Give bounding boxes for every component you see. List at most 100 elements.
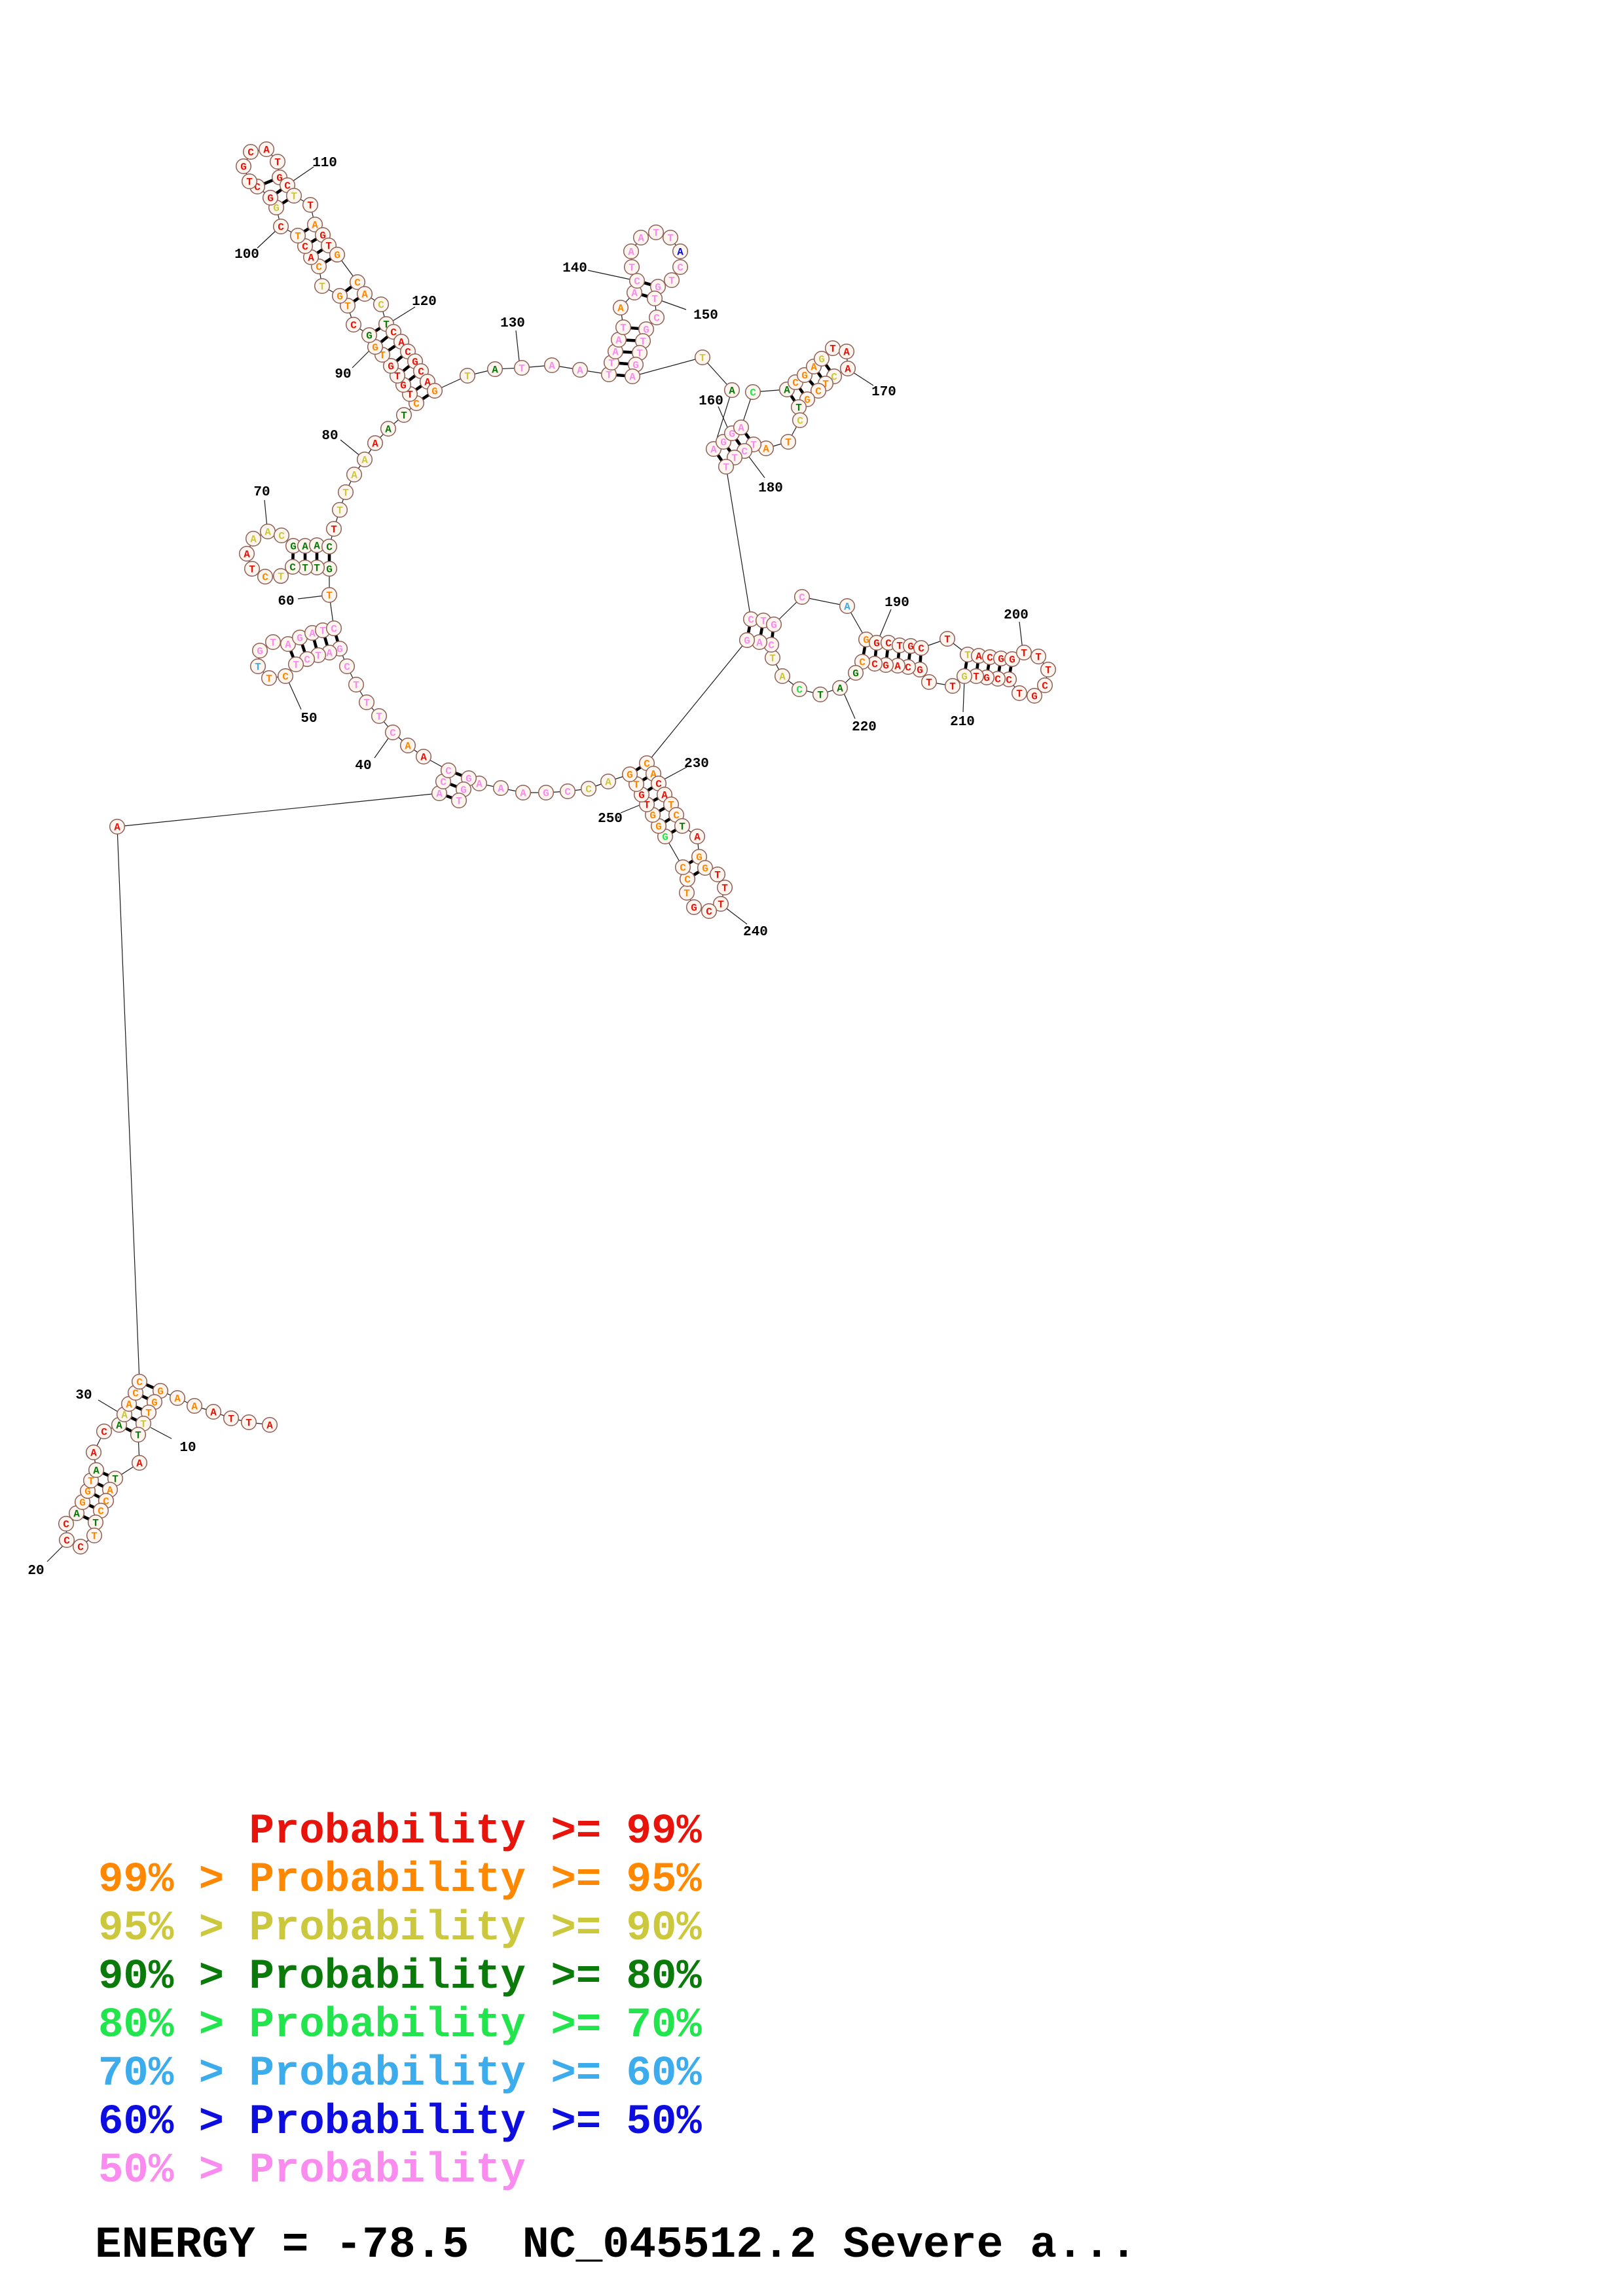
nucleotide-letter: T [246, 177, 253, 188]
nucleotide-circle [399, 737, 416, 754]
nucleotide-letter: A [136, 1458, 143, 1470]
nucleotide-245-C: C [679, 870, 696, 888]
nucleotide-letter: G [662, 832, 668, 844]
nucleotide-letter: C [344, 662, 350, 673]
nucleotide-letter: T [640, 336, 646, 348]
nucleotide-letter: G [337, 291, 343, 303]
nucleotide-letter: C [413, 399, 420, 410]
nucleotide-letter: T [699, 353, 706, 365]
nucleotide-circle [513, 359, 530, 376]
nucleotide-78-T: T [337, 484, 354, 501]
nucleotide-circle [262, 189, 279, 206]
nucleotide-circle [302, 196, 319, 213]
nucleotide-letter: T [383, 319, 390, 331]
nucleotide-letter: A [250, 534, 257, 546]
nucleotide-28-C: C [96, 1423, 113, 1440]
nucleotide-letter: C [634, 276, 640, 288]
nucleotide-92-C: C [345, 316, 362, 333]
nucleotide-225-T: T [764, 649, 781, 666]
nucleotide-202-T: T [1030, 648, 1047, 665]
nucleotide-letter: T [464, 371, 471, 383]
position-label-150: 150 [693, 308, 718, 323]
nucleotide-2-T: T [240, 1414, 257, 1431]
nucleotide-letter: T [684, 888, 690, 900]
label-leader [340, 439, 362, 457]
nucleotide-circle [572, 361, 589, 378]
nucleotide-circle [273, 527, 290, 544]
nucleotide-circle [284, 558, 301, 575]
nucleotide-68-A: A [238, 545, 255, 562]
nucleotide-letter: T [112, 1474, 119, 1486]
nucleotide-letter: A [617, 303, 624, 315]
nucleotide-letter: C [77, 1542, 84, 1554]
nucleotide-circle [847, 664, 864, 681]
nucleotide-circle [646, 290, 663, 307]
nucleotide-letter: T [633, 780, 640, 791]
nucleotide-circle [331, 287, 348, 304]
label-leader [46, 1544, 65, 1562]
position-label-30: 30 [75, 1388, 92, 1403]
nucleotide-50-C: C [277, 668, 294, 685]
nucleotide-letter: A [93, 1465, 100, 1477]
nucleotide-20-C: C [58, 1532, 75, 1549]
nucleotide-letter: T [973, 672, 979, 683]
nucleotide-144-T: T [647, 224, 665, 241]
nucleotide-79-A: A [346, 466, 363, 483]
nucleotide-letter: A [285, 639, 291, 651]
nucleotide-letter: T [636, 348, 643, 360]
nucleotide-65-T: T [272, 567, 289, 584]
nucleotide-circle [223, 1410, 240, 1427]
nucleotide-80-A: A [356, 451, 373, 468]
label-leader [264, 499, 268, 528]
nucleotide-letter: T [394, 371, 401, 383]
nucleotide-letter: G [818, 354, 825, 366]
nucleotide-letter: T [407, 389, 413, 401]
nucleotide-circle [58, 1515, 75, 1532]
nucleotide-circle [600, 773, 617, 790]
position-labels: 10 20 30 40 50 60 70 80 90 100 110 120 130 140 150 160 1… [27, 156, 1029, 1579]
nucleotide-letter: T [270, 637, 276, 649]
nucleotide-108-T: T [269, 153, 286, 170]
nucleotide-letter: C [987, 653, 993, 664]
nucleotide-38-A: A [415, 748, 432, 765]
nucleotide-circle [718, 458, 735, 475]
nucleotide-212-T: T [944, 677, 961, 694]
nucleotide-circle [492, 780, 509, 797]
nucleotide-letter: G [627, 770, 633, 781]
nucleotide-letter: G [873, 638, 880, 650]
nucleotide-letter: C [247, 147, 254, 159]
legend-row-90: 95% > Probability >= 90% [98, 1905, 702, 1952]
nucleotide-circle [629, 272, 646, 289]
nucleotide-letter: A [191, 1401, 198, 1413]
nucleotide-letter: A [605, 777, 611, 789]
nucleotide-letter: T [331, 524, 337, 536]
nucleotide-224-A: A [774, 668, 791, 685]
nucleotide-circle [130, 1426, 147, 1443]
nucleotide-letter: G [151, 1397, 158, 1409]
nucleotide-letter: G [771, 620, 777, 632]
nucleotide-letter: T [723, 462, 729, 474]
nucleotide-letter: G [543, 788, 549, 800]
nucleotide-circle [373, 296, 390, 313]
nucleotide-187-C: C [793, 588, 811, 605]
label-leader [257, 228, 278, 249]
nucleotide-151-C: C [648, 309, 665, 326]
nucleotide-letter: C [284, 181, 291, 192]
nucleotide-letter: G [400, 380, 407, 392]
position-label-170: 170 [871, 385, 896, 400]
nucleotide-256-C: C [559, 783, 576, 800]
backbone-segment [117, 793, 440, 827]
nucleotide-41-T: T [371, 708, 388, 725]
nucleotide-258-A: A [515, 784, 532, 801]
nucleotide-circle [325, 620, 342, 637]
nucleotide-circle [739, 632, 756, 649]
nucleotide-letter: C [378, 300, 384, 312]
nucleotide-circle [361, 327, 378, 344]
backbone-segment [117, 826, 140, 1382]
nucleotide-letter: C [64, 1535, 70, 1547]
nucleotide-letter: C [98, 1506, 104, 1518]
nucleotide-70-A: A [259, 523, 276, 540]
nucleotide-51-T: T [261, 670, 278, 687]
nucleotide-letter: A [405, 741, 411, 753]
nucleotide-circle [712, 895, 729, 912]
